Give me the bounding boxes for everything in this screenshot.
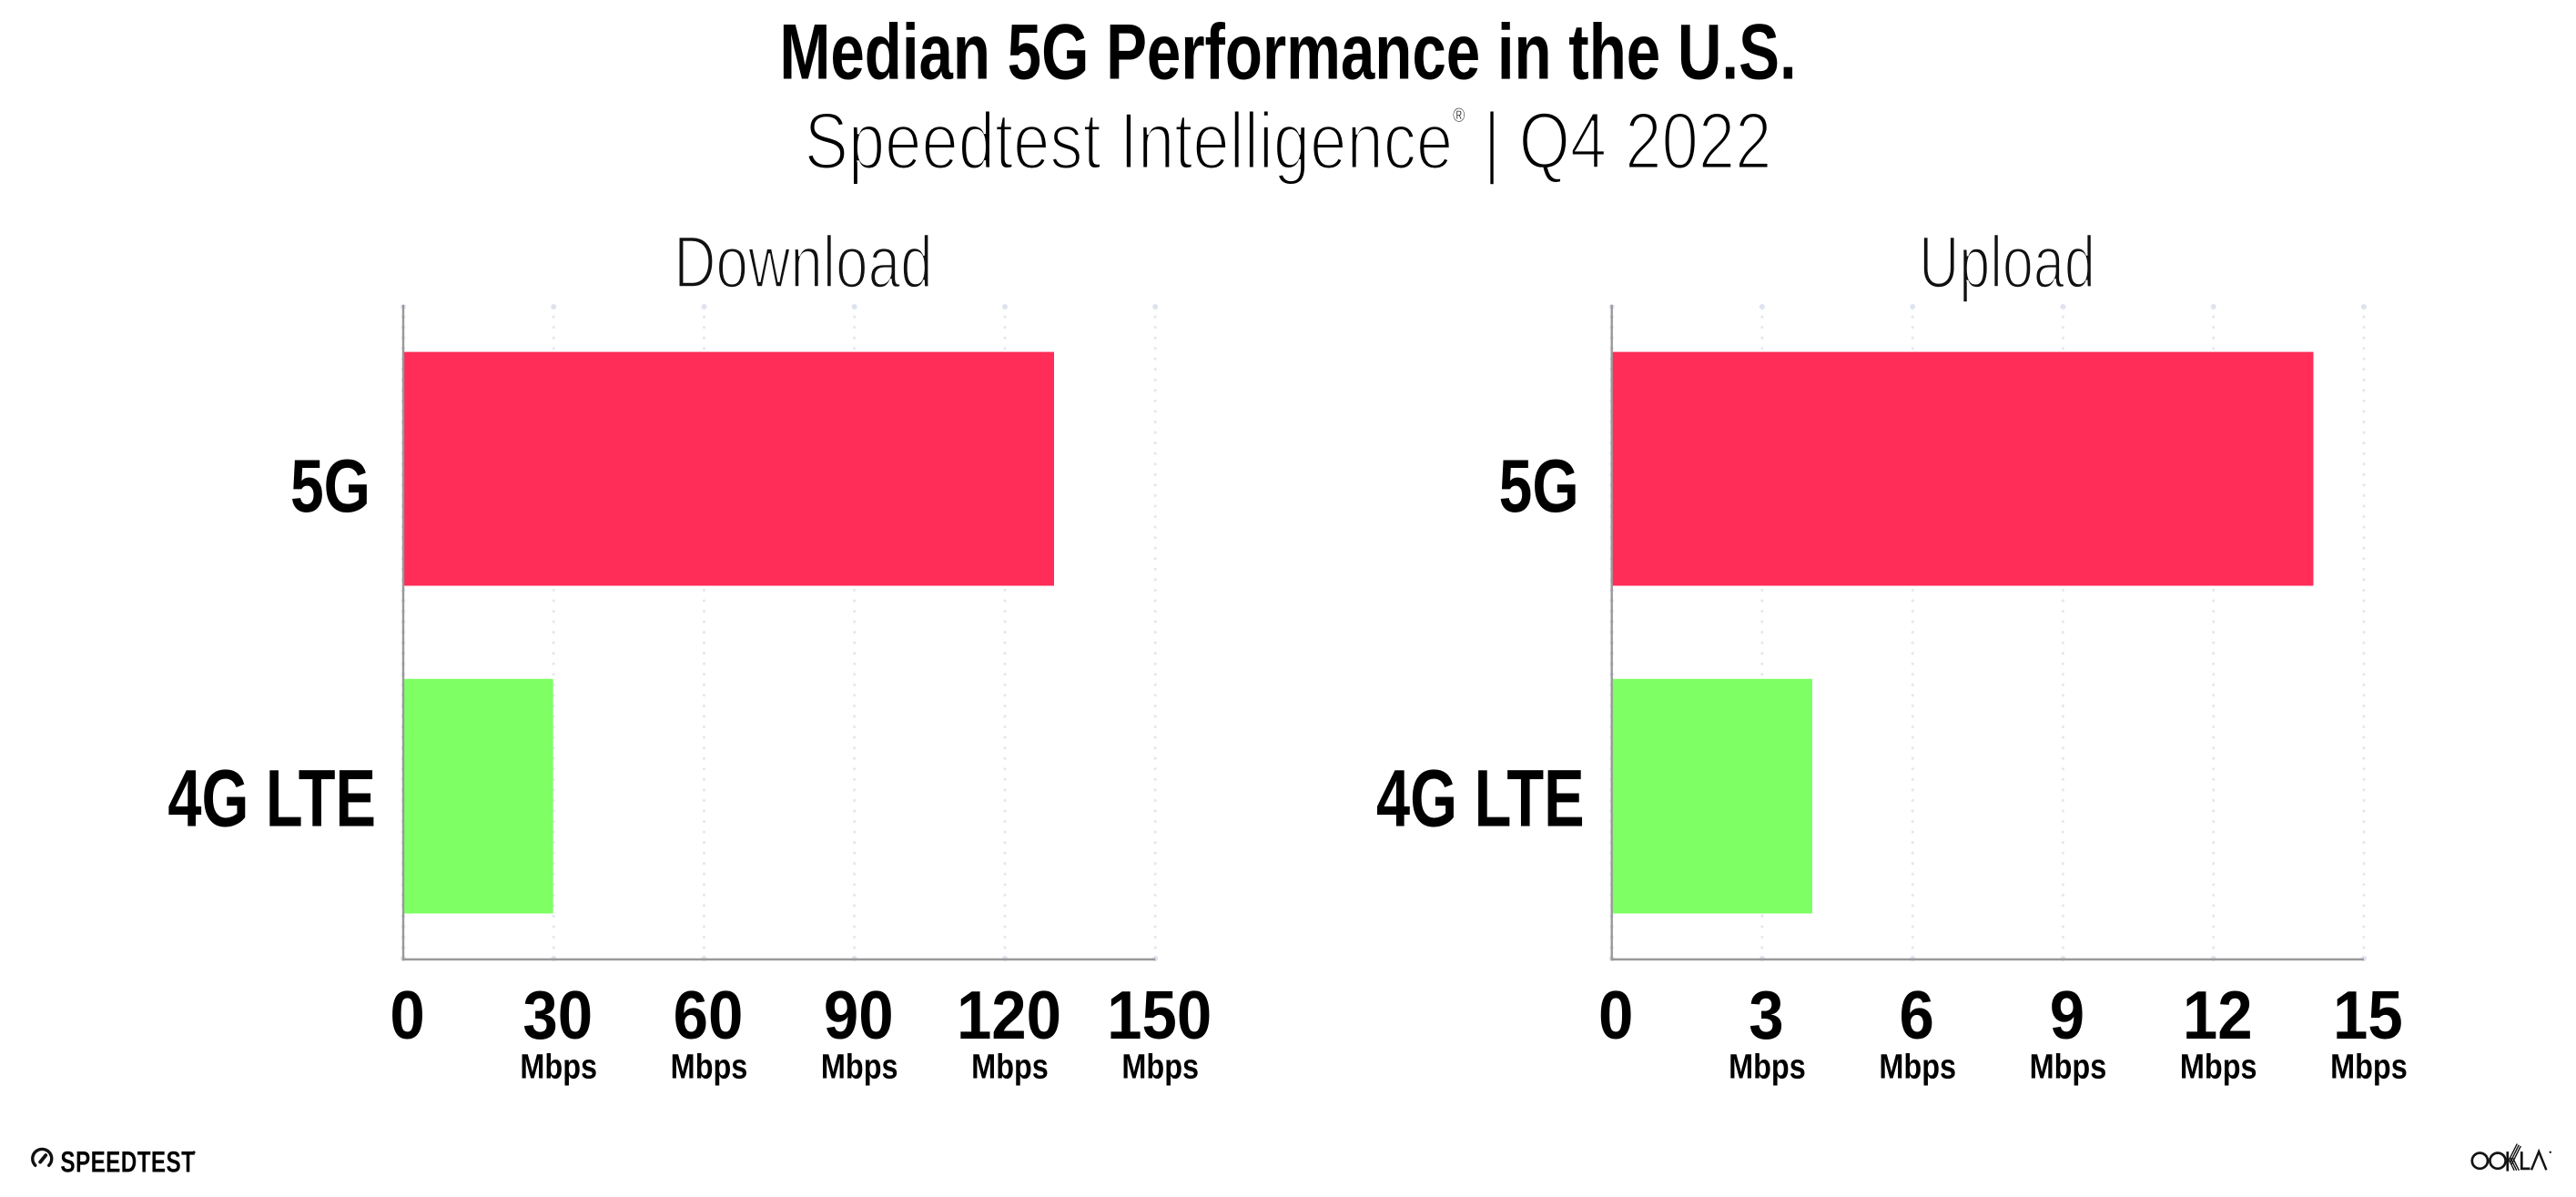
- svg-text:Mbps: Mbps: [671, 1048, 748, 1086]
- svg-text:5G: 5G: [290, 443, 370, 528]
- svg-text:30: 30: [522, 979, 593, 1054]
- svg-text:Mbps: Mbps: [1729, 1048, 1806, 1086]
- svg-text:120: 120: [957, 979, 1061, 1054]
- svg-text:15: 15: [2333, 979, 2403, 1054]
- svg-text:Mbps: Mbps: [821, 1048, 898, 1086]
- svg-text:0: 0: [390, 979, 424, 1054]
- svg-text:Mbps: Mbps: [1121, 1048, 1199, 1086]
- svg-text:9: 9: [2050, 979, 2084, 1054]
- svg-text:Mbps: Mbps: [2030, 1048, 2107, 1086]
- svg-text:60: 60: [674, 979, 744, 1054]
- svg-text:SPEEDTEST: SPEEDTEST: [60, 1146, 195, 1179]
- svg-text:12: 12: [2183, 979, 2253, 1054]
- svg-text:3: 3: [1749, 979, 1783, 1054]
- svg-text:0: 0: [1598, 979, 1633, 1054]
- svg-text:Mbps: Mbps: [2180, 1048, 2257, 1086]
- svg-text:Download: Download: [674, 222, 933, 304]
- svg-text:5G: 5G: [1499, 443, 1579, 528]
- svg-text:Mbps: Mbps: [2330, 1048, 2408, 1086]
- svg-text:6: 6: [1900, 979, 1934, 1054]
- svg-text:150: 150: [1107, 979, 1212, 1054]
- svg-text:Median 5G Performance in the U: Median 5G Performance in the U.S.: [779, 9, 1796, 96]
- svg-text:Upload: Upload: [1919, 221, 2095, 303]
- svg-text:Speedtest Intelligence® | Q4 2: Speedtest Intelligence® | Q4 2022: [805, 96, 1772, 186]
- svg-text:Mbps: Mbps: [1879, 1048, 1956, 1086]
- svg-text:Mbps: Mbps: [971, 1048, 1049, 1086]
- svg-text:Mbps: Mbps: [520, 1048, 597, 1086]
- svg-text:4G LTE: 4G LTE: [1376, 753, 1585, 844]
- svg-text:90: 90: [824, 979, 894, 1054]
- svg-text:4G LTE: 4G LTE: [167, 753, 376, 844]
